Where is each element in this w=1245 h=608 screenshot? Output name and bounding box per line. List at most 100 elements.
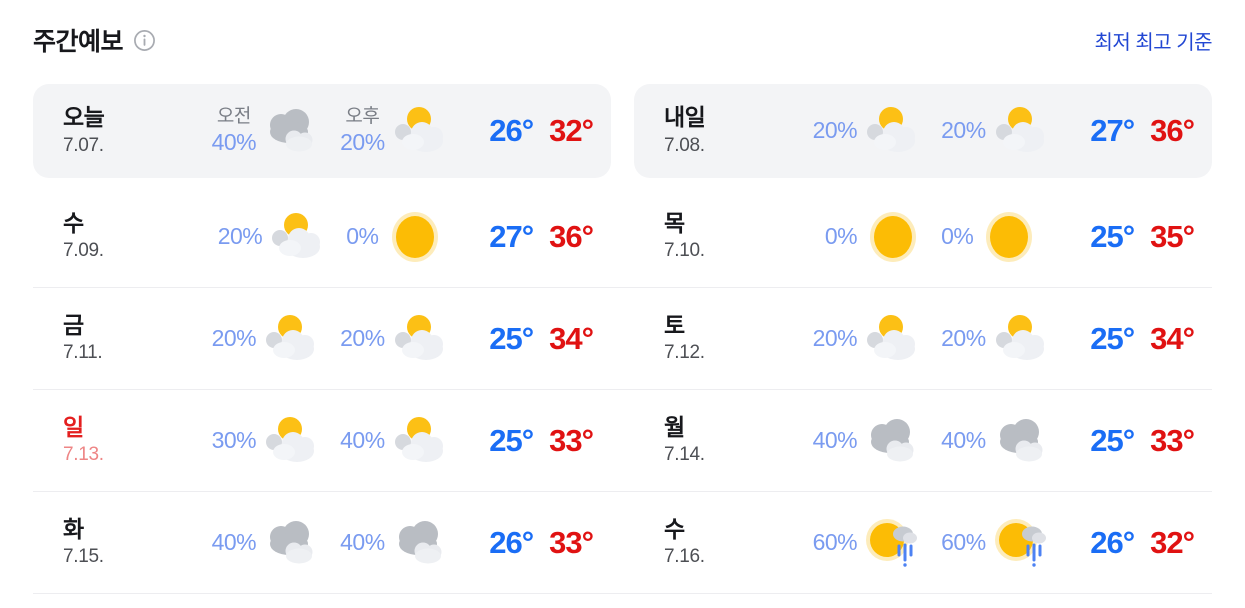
high-temp: 35° (1150, 218, 1195, 254)
precip-percent: 0% (941, 222, 974, 249)
forecast-slot-am: 0% (825, 209, 925, 265)
temps: 26° 32° (489, 113, 594, 149)
forecast-row: 수 7.09. 20% 0% 27° 36° (33, 186, 1212, 288)
day-block: 내일 7.08. (664, 105, 784, 156)
day-block: 일 7.13. (63, 413, 183, 466)
page-title: 주간예보 (33, 28, 124, 56)
forecast-cell[interactable]: 수 7.16. 60% 60% 26° 32° (634, 492, 1212, 593)
forecast-slots: 0% 0% (784, 209, 1082, 265)
forecast-cell[interactable]: 목 7.10. 0% 0% 25° 35° (634, 186, 1212, 287)
forecast-slots: 20% 20% (183, 311, 481, 367)
temps: 27° 36° (1090, 113, 1195, 149)
low-temp: 27° (1090, 113, 1135, 148)
forecast-slots: 40% 40% (784, 413, 1082, 469)
sunny-icon (977, 209, 1041, 265)
day-date: 7.16. (664, 546, 705, 568)
partly-sunny-icon (266, 209, 330, 265)
forecast-cell[interactable]: 월 7.14. 40% 40% 25° 33° (634, 390, 1212, 491)
temps: 26° 32° (1090, 524, 1195, 561)
temps: 25° 33° (1090, 422, 1195, 459)
slot-text: 60% (813, 529, 858, 557)
day-date: 7.12. (664, 342, 705, 364)
partly-sunny-icon (990, 311, 1054, 367)
high-temp: 34° (1150, 320, 1195, 356)
forecast-slot-pm: 0% (346, 209, 446, 265)
partly-sunny-icon (861, 103, 925, 159)
partly-sunny-icon (861, 311, 925, 367)
day-label: 토 (664, 311, 685, 338)
forecast-slots: 30% 40% (183, 413, 481, 469)
forecast-slot-am: 30% (212, 413, 325, 469)
forecast-cell[interactable]: 내일 7.08. 20% 20% 27° 36° (634, 84, 1212, 178)
cloudy-icon (990, 413, 1054, 469)
temps: 25° 34° (489, 321, 594, 357)
title-wrap: 주간예보 (33, 22, 156, 58)
forecast-slot-am: 20% (212, 311, 325, 367)
slot-text: 20% (813, 325, 858, 353)
high-temp: 33° (549, 524, 594, 560)
forecast-slots: 40% 40% (183, 515, 481, 571)
forecast-slot-pm: 0% (941, 209, 1041, 265)
day-label: 금 (63, 311, 84, 338)
day-block: 오늘 7.07. (63, 105, 183, 156)
day-block: 목 7.10. (664, 209, 784, 262)
day-label: 목 (664, 209, 685, 236)
forecast-cell[interactable]: 화 7.15. 40% 40% 26° 33° (33, 492, 611, 593)
period-label: 오후 (345, 105, 380, 127)
slot-text: 오후 20% (340, 106, 385, 156)
day-date: 7.14. (664, 444, 705, 466)
partly-sunny-icon (389, 413, 453, 469)
slot-text: 20% (813, 117, 858, 145)
day-block: 토 7.12. (664, 311, 784, 364)
slot-text: 20% (340, 325, 385, 353)
slot-text: 20% (212, 325, 257, 353)
precip-percent: 20% (812, 324, 858, 351)
day-label: 내일 (664, 104, 706, 131)
forecast-cell[interactable]: 금 7.11. 20% 20% 25° 34° (33, 288, 611, 389)
forecast-slot-pm: 40% (340, 515, 453, 571)
partly-sunny-icon (260, 413, 324, 469)
slot-text: 오전 40% (212, 106, 257, 156)
forecast-slot-am: 40% (212, 515, 325, 571)
high-temp: 32° (1150, 524, 1195, 560)
info-icon[interactable] (133, 29, 156, 52)
precip-percent: 60% (812, 528, 858, 555)
forecast-grid: 오늘 7.07. 오전 40% 오후 20% 26° 32° (33, 84, 1212, 594)
forecast-slot-am: 오전 40% (212, 103, 325, 159)
low-temp: 25° (1090, 422, 1135, 458)
forecast-slot-pm: 60% (941, 515, 1054, 571)
slot-text: 40% (212, 529, 257, 557)
slot-text: 0% (825, 223, 858, 251)
day-date: 7.15. (63, 546, 104, 568)
forecast-cell[interactable]: 토 7.12. 20% 20% 25° 34° (634, 288, 1212, 389)
forecast-cell[interactable]: 일 7.13. 30% 40% 25° 33° (33, 390, 611, 491)
forecast-slots: 20% 20% (784, 103, 1082, 159)
day-date: 7.13. (63, 444, 104, 466)
temps: 25° 34° (1090, 320, 1195, 357)
panel-header: 주간예보 최저 최고 기준 (33, 16, 1212, 64)
sun-rain-icon (990, 515, 1054, 571)
forecast-slot-am: 60% (813, 515, 926, 571)
day-date: 7.09. (63, 240, 104, 262)
precip-percent: 0% (346, 222, 379, 249)
forecast-cell[interactable]: 오늘 7.07. 오전 40% 오후 20% 26° 32° (33, 84, 611, 178)
day-label: 일 (63, 413, 84, 440)
precip-percent: 40% (211, 128, 257, 155)
forecast-row: 금 7.11. 20% 20% 25° 34° (33, 288, 1212, 390)
forecast-row: 오늘 7.07. 오전 40% 오후 20% 26° 32° (33, 84, 1212, 178)
forecast-cell[interactable]: 수 7.09. 20% 0% 27° 36° (33, 186, 611, 287)
day-label: 화 (63, 515, 84, 542)
high-temp: 33° (549, 422, 594, 458)
slot-text: 30% (212, 427, 257, 455)
precip-percent: 20% (211, 324, 257, 351)
cloudy-icon (260, 515, 324, 571)
low-temp: 25° (1090, 218, 1135, 254)
forecast-slots: 20% 0% (183, 209, 481, 265)
slot-text: 20% (941, 117, 986, 145)
day-block: 월 7.14. (664, 414, 784, 466)
forecast-slot-am: 20% (218, 209, 331, 265)
legend-link[interactable]: 최저 최고 기준 (1094, 31, 1212, 54)
slot-text: 20% (941, 325, 986, 353)
forecast-slots: 60% 60% (784, 515, 1082, 571)
day-block: 수 7.09. (63, 210, 183, 262)
